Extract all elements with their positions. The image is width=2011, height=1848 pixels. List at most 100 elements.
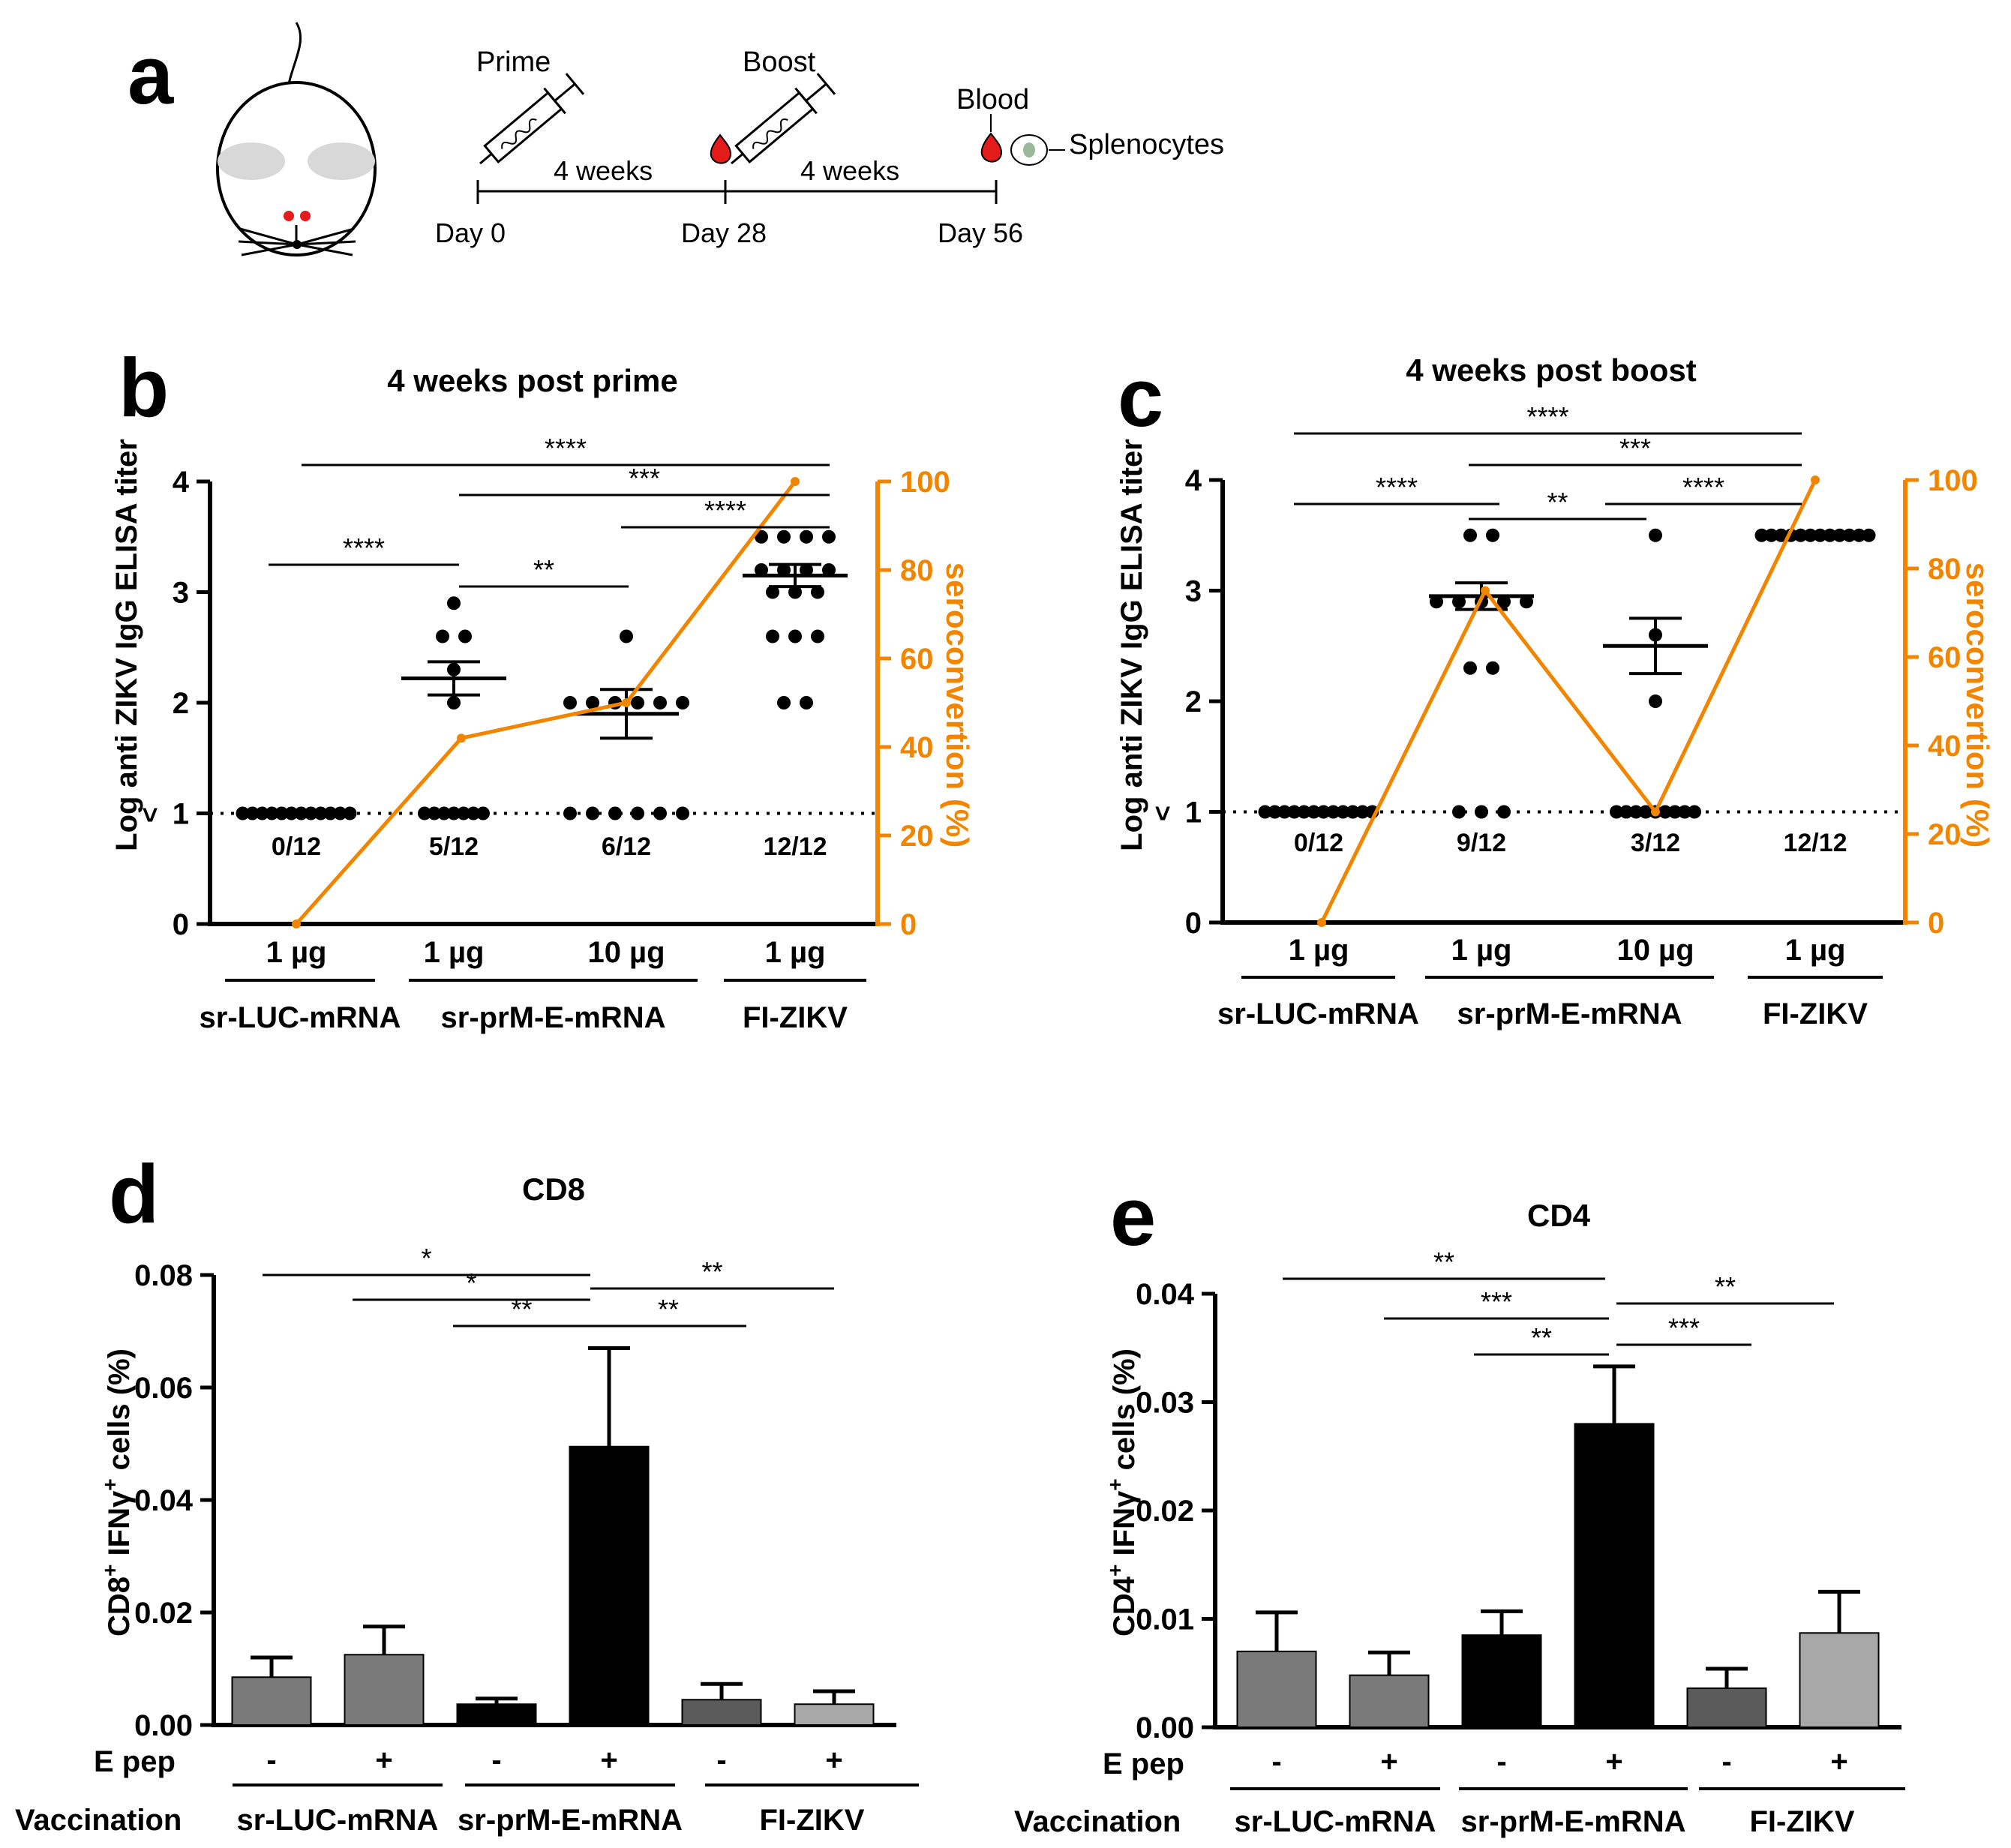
bar-d [569,1445,650,1726]
epep-label-d: - [716,1744,726,1777]
syringe-icon [731,73,836,165]
category-label-c: 1 µg [1785,934,1846,967]
significance-label-b: ** [533,554,554,585]
y-axis-label-b: Log anti ZIKV IgG ELISA titer [110,439,143,851]
panel-c: c 4 weeks post boost Log anti ZIKV IgG E… [1115,352,1995,1030]
seroconversion-point-b [292,920,301,928]
y2-tick-label-b: 20 [900,820,934,853]
data-point-b [476,806,490,820]
panel-label-d: d [109,1148,159,1240]
bar-e [1574,1423,1655,1729]
data-point-b [676,806,689,820]
panel-label-a: a [128,29,174,122]
ratio-label-b: 5/12 [429,832,479,861]
ratio-label-c: 0/12 [1294,829,1343,857]
blood-drop-icon [980,114,1003,163]
data-point-b [811,629,824,644]
category-label-c: 10 µg [1616,934,1694,967]
group-label-c: FI-ZIKV [1763,998,1868,1030]
significance-label-c: **** [1376,472,1418,502]
group-label-b: sr-LUC-mRNA [200,1001,401,1034]
data-point-b [236,806,250,820]
y-tick-label-b: 3 [173,577,189,610]
epep-label-d: + [600,1744,617,1777]
timeline: Prime Boost Blood 4 weeks 4 weeks Day 0 … [435,46,1224,248]
bar-d [456,1703,537,1726]
data-point-b [755,530,768,544]
panel-e: e CD4 CD4+ IFNγ+ cells (%) E pep Vaccina… [1014,1171,1905,1838]
data-point-c [1668,805,1682,819]
data-point-c [1497,595,1511,609]
row-label-epep-e: E pep [1103,1748,1184,1780]
data-point-b [418,806,431,820]
data-point-b [755,563,768,577]
data-point-b [788,629,802,644]
day28-label: Day 28 [681,218,767,248]
group-label-e: sr-LUC-mRNA [1235,1805,1436,1838]
epep-label-d: + [375,1744,392,1777]
significance-label-c: **** [1526,401,1568,432]
bar-d [344,1654,425,1726]
data-point-c [1658,805,1672,819]
chart-title-d: CD8 [522,1172,585,1207]
significance-label-d: ** [701,1256,722,1287]
bar-d [231,1676,312,1726]
blood-drop-icon [710,134,732,164]
y2-tick-label-b: 100 [900,466,950,499]
y2-tick-label-b: 60 [900,643,934,676]
syringe-icon [479,73,585,165]
ratio-label-c: 3/12 [1631,829,1680,857]
significance-label-b: **** [343,532,385,563]
epep-label-d: - [491,1744,501,1777]
y-tick-label-c: 1 [1185,796,1202,830]
data-point-c [1452,595,1466,609]
panel-d: d CD8 CD8+ IFNγ+ cells (%) E pep Vaccina… [15,1148,919,1837]
category-label-c: 1 µg [1451,934,1512,967]
bar-e [1799,1632,1880,1728]
y-tick-label-e: 0.01 [1136,1604,1194,1636]
data-point-b [676,696,689,710]
y-tick-label-d: 0.08 [134,1259,193,1292]
data-point-b [777,696,791,710]
significance-label-b: **** [704,495,746,526]
data-point-b [563,806,577,820]
panel-label-c: c [1118,352,1163,444]
data-point-b [447,806,461,820]
ratio-label-c: 12/12 [1783,829,1847,857]
data-point-c [1862,528,1876,542]
data-point-b [620,629,633,644]
data-point-b [777,530,791,544]
group-label-e: sr-prM-E-mRNA [1461,1805,1686,1838]
seroconversion-point-b [457,734,466,743]
interval-label-2: 4 weeks [800,155,899,186]
boost-label: Boost [743,46,816,78]
y-tick-label-e: 0.02 [1136,1495,1194,1528]
seroconversion-point-c [1317,918,1326,927]
y2-tick-label-c: 0 [1928,907,1944,940]
data-point-b [428,806,441,820]
significance-label-e: ** [1433,1246,1454,1277]
significance-label-c: *** [1619,433,1651,464]
y-tick-label-d: 0.04 [134,1484,194,1517]
epep-label-e: + [1380,1745,1397,1778]
y-axis-label-rest-d: IFNγ [103,1490,136,1564]
data-point-c [1754,528,1769,542]
data-point-b [467,806,480,820]
y-tick-label-d: 0.00 [134,1709,193,1742]
y2-tick-label-c: 60 [1928,641,1961,674]
y2-axis-label-b: seroconvertion (%) [940,562,975,848]
mouse-eye-icon [284,211,294,221]
day0-label: Day 0 [435,218,506,248]
data-point-b [563,696,577,710]
bar-e [1686,1687,1767,1728]
mouse-icon [216,22,377,256]
data-point-c [1678,805,1691,819]
data-point-c [1463,661,1477,675]
y2-axis-label-c: seroconvertion (%) [1960,562,1995,848]
y-tick-label-e: 0.04 [1136,1278,1195,1311]
epep-label-d: - [266,1744,276,1777]
seroconversion-line-b [295,480,797,926]
data-point-b [777,563,791,577]
significance-label-c: ** [1547,487,1568,518]
